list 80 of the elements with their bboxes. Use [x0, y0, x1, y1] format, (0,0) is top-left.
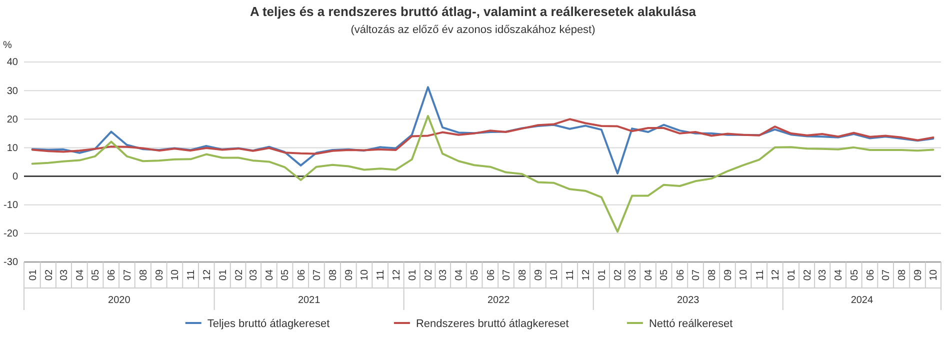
- y-axis-title: %: [3, 40, 12, 51]
- x-tick-label: 06: [865, 269, 876, 281]
- x-tick-label: 01: [407, 269, 418, 281]
- x-tick-label: 02: [44, 269, 55, 281]
- x-tick-label: 11: [565, 269, 576, 280]
- text: 2023: [677, 295, 700, 306]
- x-tick-label: 09: [154, 269, 166, 281]
- x-tick-label: 06: [675, 269, 686, 281]
- x-tick-label: 06: [106, 269, 118, 281]
- x-tick-label: 11: [186, 269, 198, 280]
- x-tick-label: 12: [580, 269, 592, 281]
- x-tick-label: 08: [706, 269, 718, 281]
- text: 2022: [487, 295, 510, 306]
- y-tick-label: -30: [4, 257, 18, 268]
- x-tick-label: 03: [818, 269, 829, 281]
- x-tick-label: 10: [360, 269, 371, 281]
- legend-label: Nettó reálkereset: [648, 318, 733, 330]
- x-tick-label: 07: [690, 269, 702, 281]
- x-tick-label: 03: [438, 269, 450, 281]
- y-tick-label: 20: [6, 114, 18, 126]
- x-tick-label: 01: [218, 269, 229, 281]
- x-tick-label: 02: [613, 269, 624, 281]
- text: 2021: [298, 295, 321, 306]
- line-series: [31, 115, 934, 233]
- x-tick-label: 02: [423, 269, 434, 281]
- x-tick-label: 10: [928, 269, 940, 281]
- x-tick-label: 07: [122, 269, 134, 281]
- x-tick-label: 09: [534, 269, 545, 281]
- x-tick-label: 05: [470, 269, 481, 281]
- line-series: [31, 118, 934, 155]
- x-tick-label: 10: [170, 269, 182, 281]
- x-tick-label: 09: [723, 269, 734, 281]
- chart-title: A teljes és a rendszeres bruttó átlag-, valamint a reálkeresetek alakulása: [250, 4, 697, 19]
- x-tick-label: 02: [802, 269, 814, 281]
- line-series: [31, 86, 934, 174]
- x-tick-label: 12: [202, 269, 213, 281]
- x-tick-label: 02: [234, 269, 245, 281]
- y-tick-label: -10: [4, 200, 18, 212]
- x-tick-label: 03: [248, 269, 260, 281]
- x-tick-label: 05: [659, 269, 670, 281]
- x-tick-label: 09: [913, 269, 924, 281]
- x-tick-label: 07: [312, 269, 323, 281]
- x-tick-label: 04: [644, 269, 655, 281]
- x-tick-label: 04: [834, 269, 845, 281]
- x-tick-label: 05: [280, 269, 292, 281]
- x-tick-label: 03: [628, 269, 639, 281]
- x-tick-label: 12: [391, 269, 402, 281]
- y-tick-label: -20: [4, 228, 18, 240]
- x-tick-label: 03: [58, 269, 70, 281]
- text: 2024: [850, 295, 874, 306]
- x-tick-label: 04: [454, 269, 466, 281]
- x-tick-label: 06: [486, 269, 497, 281]
- x-tick-label: 08: [897, 269, 908, 281]
- x-tick-label: 10: [549, 269, 560, 281]
- x-tick-label: 11: [376, 269, 387, 280]
- chart-subtitle: (változás az előző év azonos időszakához képest): [350, 24, 596, 36]
- x-tick-label: 04: [264, 269, 276, 281]
- y-tick-label: 30: [6, 86, 18, 97]
- y-tick-label: 0: [12, 171, 18, 182]
- legend-label: Rendszeres bruttó átlagkereset: [416, 318, 569, 330]
- x-tick-label: 01: [596, 269, 608, 281]
- x-tick-label: 04: [75, 269, 86, 281]
- x-tick-label: 10: [738, 269, 750, 281]
- x-tick-label: 12: [770, 269, 782, 281]
- x-tick-label: 08: [517, 269, 528, 281]
- x-tick-label: 11: [754, 269, 766, 280]
- x-tick-label: 05: [849, 269, 860, 281]
- y-tick-label: 40: [6, 57, 18, 68]
- x-tick-label: 05: [90, 269, 102, 281]
- x-tick-label: 08: [138, 269, 150, 281]
- text: 2020: [108, 295, 131, 306]
- x-tick-label: 06: [296, 269, 308, 281]
- x-tick-label: 01: [28, 269, 39, 281]
- legend-label: Teljes bruttó átlagkereset: [207, 318, 330, 330]
- x-tick-label: 07: [501, 269, 512, 281]
- x-tick-label: 09: [344, 269, 356, 281]
- x-tick-label: 07: [880, 269, 892, 281]
- y-tick-label: 10: [6, 142, 18, 154]
- x-tick-label: 01: [786, 269, 798, 281]
- x-tick-label: 08: [328, 269, 339, 281]
